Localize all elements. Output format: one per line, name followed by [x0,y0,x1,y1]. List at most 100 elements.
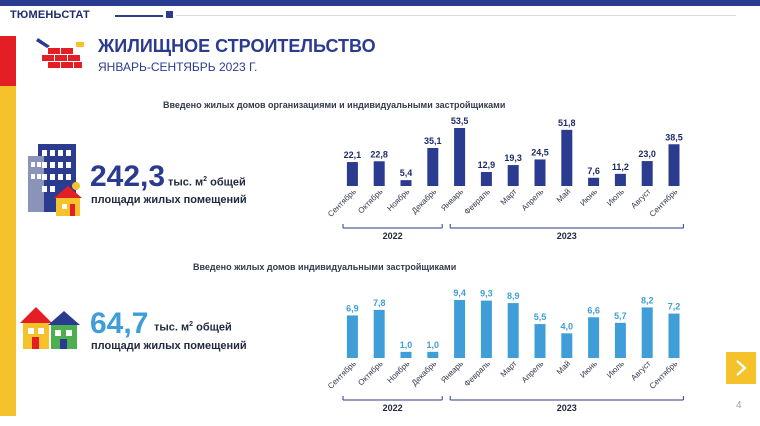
bar-1-11 [641,307,653,358]
total-value-individual: 64,7 [90,307,149,340]
value-label-0-4: 53,5 [451,116,469,126]
tick-label-0-10: Июль [605,187,626,208]
value-label-1-3: 1,0 [427,340,440,350]
apartment-building-icon [28,144,82,216]
bar-1-4 [454,300,466,358]
value-label-0-7: 24,5 [531,147,549,157]
bar-0-8 [561,129,573,186]
tick-label-0-9: Июнь [578,187,599,208]
value-label-1-8: 4,0 [561,321,574,331]
bar-1-12 [668,313,680,358]
value-label-0-12: 38,5 [665,132,683,142]
houses-icon [20,307,80,349]
tick-label-1-6: Март [499,359,519,379]
value-label-0-1: 22,8 [370,149,388,159]
total-unit-all: тыс. м2 общей [168,176,246,189]
value-label-0-8: 51,8 [558,118,576,128]
bar-0-7 [534,159,546,186]
tick-label-1-12: Сентябрь [648,359,680,391]
bar-0-9 [588,177,600,186]
tick-label-1-5: Февраль [462,359,491,388]
chart2-title: Введено жилых домов индивидуальными заст… [193,262,457,272]
bar-1-3 [427,351,439,358]
brand-name: ТЮМЕНЬСТАТ [10,9,90,21]
next-slide-button[interactable] [726,352,756,384]
header-rule [176,15,736,16]
bar-1-1 [373,309,385,358]
bar-1-2 [400,351,412,358]
tick-label-0-6: Март [499,187,519,207]
tick-label-1-9: Июнь [578,359,599,380]
bar-1-8 [561,333,573,358]
bar-1-9 [588,317,600,358]
page-title: ЖИЛИЩНОЕ СТРОИТЕЛЬСТВО [98,36,376,56]
chart1-title: Введено жилых домов организациями и инди… [163,100,506,110]
group-label-1-1: 2023 [557,403,577,413]
brand-square [166,11,173,18]
tick-label-0-7: Апрель [520,187,546,213]
bar-0-10 [614,173,626,186]
group-label-0-0: 2022 [383,231,403,241]
group-label-1-0: 2022 [383,403,403,413]
value-label-0-11: 23,0 [638,149,656,159]
value-label-0-3: 35,1 [424,136,442,146]
value-label-0-9: 7,6 [587,166,600,176]
brand-divider [115,15,163,17]
value-label-0-10: 11,2 [612,162,629,172]
chart-all-developers: 22,1 Сентябрь 22,8 Октябрь 5,4 Ноябрь 35,1 Дека… [326,116,684,241]
tick-label-1-0: Сентябрь [326,359,358,391]
chevron-right-icon [736,360,747,376]
value-label-0-0: 22,1 [344,150,362,160]
accent-strip-yellow [0,86,16,416]
group-label-0-1: 2023 [557,231,577,241]
bar-0-4 [454,128,466,186]
tick-label-1-8: Май [555,359,572,376]
tick-label-0-2: Ноябрь [385,187,411,213]
value-label-0-5: 12,9 [478,160,496,170]
top-bar [0,0,760,6]
value-label-1-9: 6,6 [587,305,600,315]
bar-0-2 [400,180,412,186]
total-unit-line2-individual: площади жилых помещений [91,340,247,352]
tick-label-0-4: Январь [439,187,465,213]
tick-label-0-12: Сентябрь [648,187,680,219]
tick-label-1-1: Октябрь [356,359,384,387]
bar-1-0 [346,315,358,358]
total-unit-line2-all: площади жилых помещений [91,194,247,206]
bar-0-1 [373,161,385,186]
total-value-all: 242,3 [90,160,166,193]
brick-wall-icon [36,38,84,68]
bar-0-12 [668,144,680,186]
tick-label-1-7: Апрель [520,359,546,385]
value-label-1-2: 1,0 [400,340,413,350]
tick-label-1-4: Январь [439,359,465,385]
page-subtitle: ЯНВАРЬ-СЕНТЯБРЬ 2023 Г. [98,60,258,74]
bar-1-10 [614,322,626,358]
page-number: 4 [736,400,742,411]
tick-label-1-2: Ноябрь [385,359,411,385]
value-label-1-7: 5,5 [534,312,547,322]
value-label-1-1: 7,8 [373,298,386,308]
bar-0-3 [427,147,439,186]
bar-1-5 [480,300,492,358]
value-label-1-0: 6,9 [346,303,359,313]
value-label-1-10: 5,7 [614,311,627,321]
tick-label-0-1: Октябрь [356,187,384,215]
bar-0-5 [480,172,492,186]
tick-label-0-11: Август [629,187,653,211]
bar-1-6 [507,303,519,358]
value-label-0-2: 5,4 [400,168,413,178]
total-unit-individual: тыс. м2 общей [154,321,232,334]
tick-label-0-0: Сентябрь [326,187,358,219]
chart-individual-developers: 6,9 Сентябрь 7,8 Октябрь 1,0 Ноябрь 1,0 Декабрь… [326,288,684,413]
tick-label-0-8: Май [555,187,572,204]
tick-label-0-5: Февраль [462,187,491,216]
value-label-1-5: 9,3 [480,289,493,299]
bar-0-11 [641,161,653,186]
accent-strip-red [0,36,16,86]
bar-0-0 [346,162,358,186]
tick-label-1-11: Август [629,359,653,383]
value-label-1-11: 8,2 [641,295,654,305]
value-label-1-4: 9,4 [453,288,466,298]
tick-label-0-3: Декабрь [410,187,438,215]
